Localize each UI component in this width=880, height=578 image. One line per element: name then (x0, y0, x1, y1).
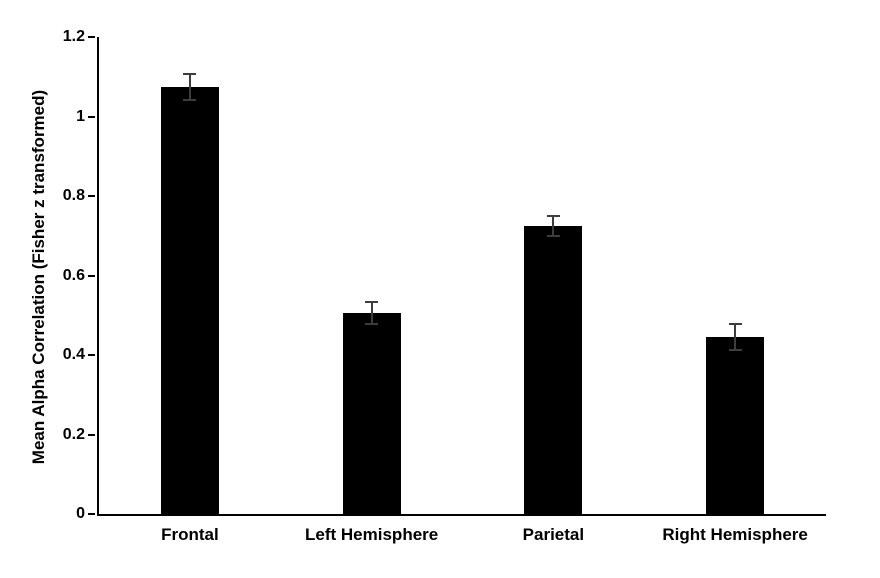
y-tick-mark (88, 513, 95, 515)
error-bar-right-hemisphere (728, 323, 742, 351)
y-tick-mark (88, 433, 95, 436)
y-tick-mark (88, 354, 95, 356)
error-bar-cap-top (365, 301, 379, 304)
y-axis-title: Mean Alpha Correlation (Fisher z transfo… (29, 89, 48, 465)
y-tick-label: 0.8 (62, 187, 85, 204)
error-bar-cap-bottom (728, 349, 742, 351)
y-tick-mark (88, 195, 95, 197)
error-bar-cap-top (546, 214, 560, 217)
y-tick-label: 0.2 (62, 425, 85, 443)
x-axis-label-parietal: Parietal (522, 525, 585, 544)
error-bar-parietal (546, 214, 560, 237)
error-bar-left-hemisphere (365, 301, 379, 326)
error-bar-cap-bottom (546, 234, 560, 237)
error-bar-stem (188, 72, 191, 101)
bar-left-hemisphere (342, 313, 401, 514)
error-bar-cap-bottom (183, 98, 197, 101)
error-bar-stem (552, 214, 555, 237)
y-tick-label: 0 (76, 505, 85, 522)
error-bar-frontal (183, 72, 197, 101)
y-tick-mark (88, 36, 95, 38)
x-axis-label-right-hemisphere: Right Hemisphere (662, 525, 808, 544)
bar-frontal (160, 86, 219, 514)
y-tick-label: 1.2 (62, 28, 85, 45)
error-bar-stem (734, 323, 737, 351)
y-tick-mark (88, 115, 95, 118)
error-bar-cap-top (183, 72, 197, 75)
y-tick-label: 0.6 (62, 266, 85, 284)
x-axis-label-frontal: Frontal (161, 525, 219, 544)
x-axis-label-left-hemisphere: Left Hemisphere (305, 525, 439, 544)
plot-area: 0 0.2 0.4 0.6 0.8 1 1.2 Frontal Left Hemisphere P… (63, 28, 826, 544)
error-bar-cap-top (728, 323, 742, 326)
bar-parietal (524, 225, 583, 514)
y-tick-label: 1 (76, 107, 85, 125)
bar-right-hemisphere (706, 337, 765, 514)
error-bar-cap-bottom (365, 323, 379, 326)
y-tick-label: 0.4 (62, 346, 85, 363)
y-tick-mark (88, 274, 95, 277)
error-bar-stem (370, 301, 373, 326)
